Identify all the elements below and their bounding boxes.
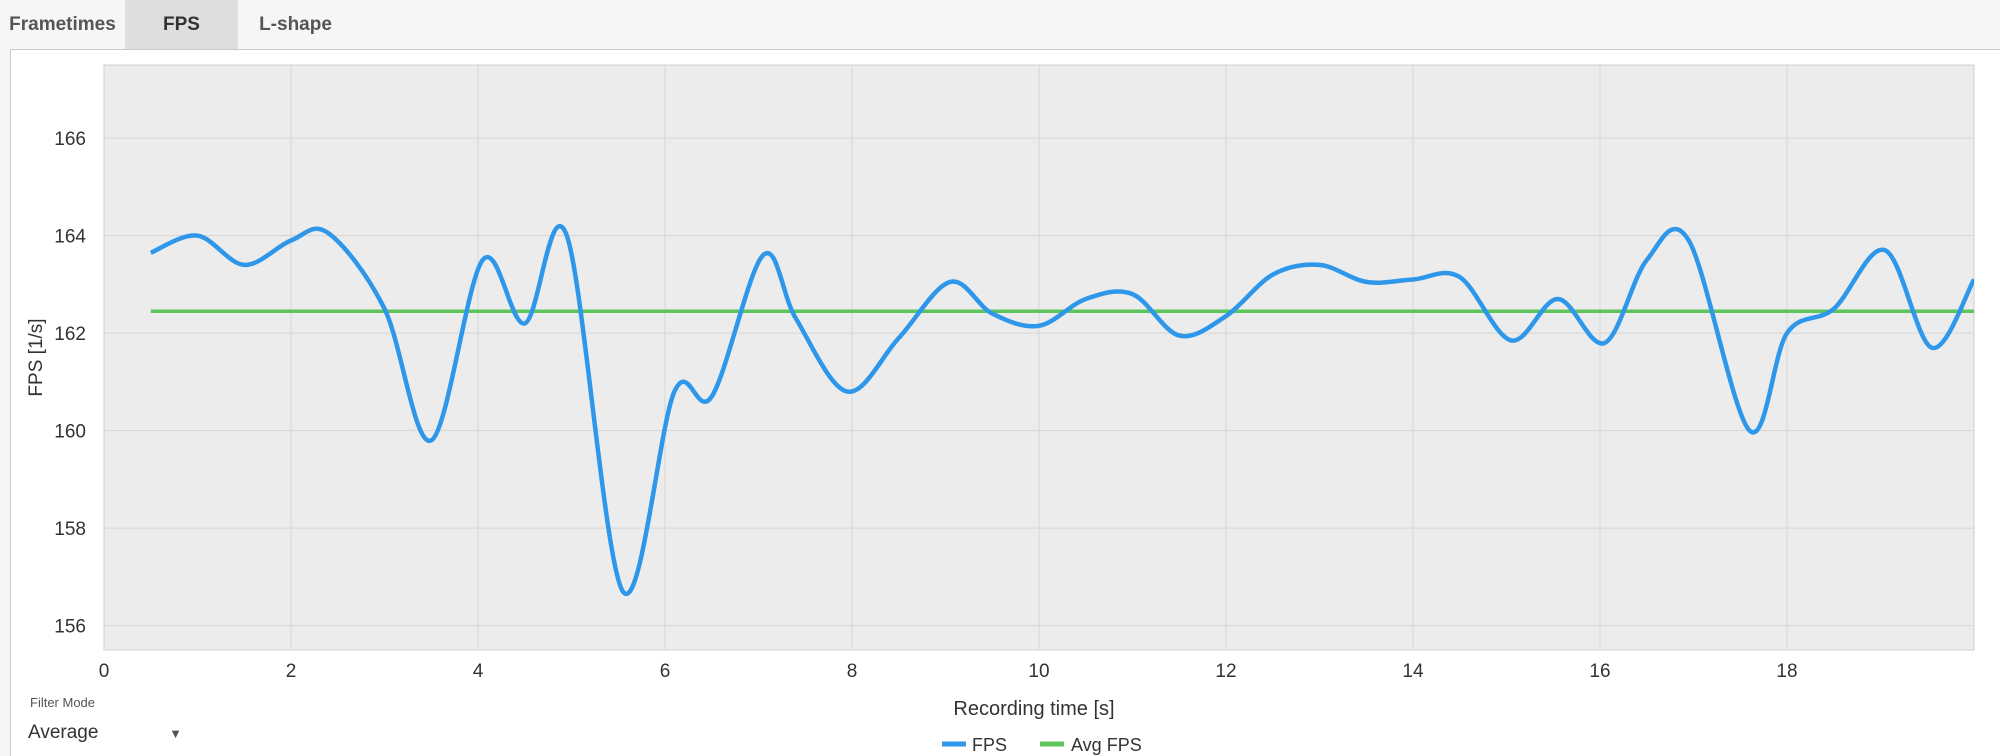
y-axis-label: FPS [1/s] <box>26 318 47 396</box>
filter-mode-label: Filter Mode <box>30 695 96 710</box>
x-tick-label: 10 <box>1028 661 1049 682</box>
x-tick-label: 6 <box>660 661 671 682</box>
legend: FPS Avg FPS <box>942 735 1142 755</box>
x-tick-label: 0 <box>99 661 110 682</box>
x-tick-labels: 0 2 4 6 8 10 12 14 16 18 <box>99 661 1798 682</box>
x-tick-label: 14 <box>1402 661 1424 682</box>
x-tick-label: 18 <box>1776 661 1797 682</box>
tab-frametimes[interactable]: Frametimes <box>9 14 116 35</box>
tab-fps[interactable]: FPS <box>125 0 238 50</box>
x-tick-label: 12 <box>1215 661 1236 682</box>
legend-fps-label: FPS <box>972 735 1007 755</box>
tab-l-shape[interactable]: L-shape <box>259 14 332 35</box>
legend-avg-fps-label: Avg FPS <box>1071 735 1142 755</box>
grid-lines <box>104 65 1974 650</box>
chevron-down-icon: ▼ <box>169 725 182 741</box>
y-tick-label: 156 <box>54 617 86 638</box>
filter-mode-select[interactable]: Average ▼ <box>28 718 188 748</box>
y-tick-label: 158 <box>54 519 86 540</box>
tab-strip: Frametimes FPS L-shape <box>0 0 353 50</box>
x-tick-label: 16 <box>1589 661 1610 682</box>
x-tick-label: 8 <box>847 661 858 682</box>
filter-mode-value: Average <box>28 722 99 743</box>
series-fps-line <box>149 223 1974 597</box>
x-tick-label: 2 <box>286 661 297 682</box>
x-axis-label: Recording time [s] <box>953 698 1114 720</box>
series-lines <box>149 223 1974 597</box>
y-tick-label: 160 <box>54 422 86 443</box>
y-tick-label: 166 <box>54 129 86 150</box>
y-tick-labels: 156 158 160 162 164 166 <box>54 129 86 638</box>
x-tick-label: 4 <box>473 661 484 682</box>
y-tick-label: 164 <box>54 227 86 248</box>
y-tick-label: 162 <box>54 324 86 345</box>
